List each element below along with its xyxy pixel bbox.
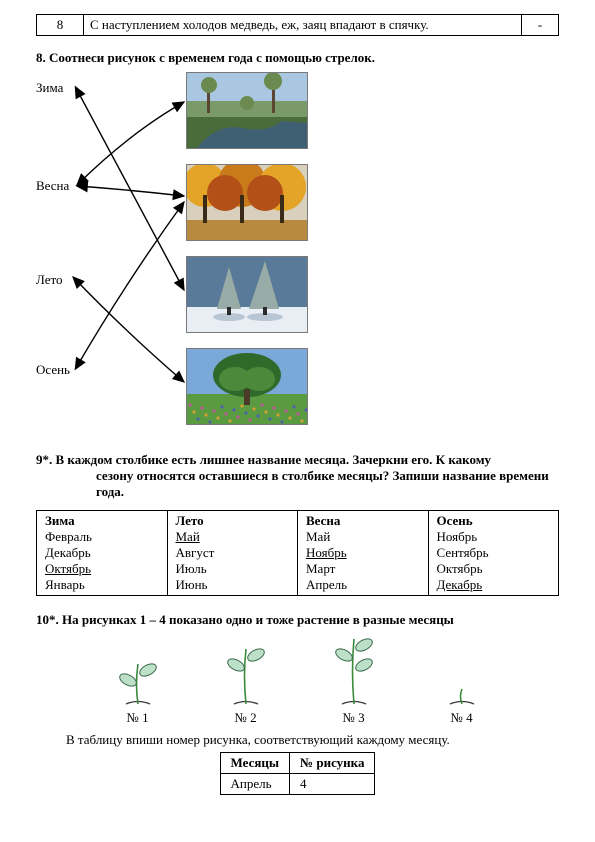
row-num: 8 <box>37 15 84 36</box>
label-spring: Весна <box>36 178 69 194</box>
plant-label: № 1 <box>93 708 183 726</box>
months-column: ОсеньНоябрьСентябрьОктябрьДекабрь <box>428 511 559 596</box>
plants-row: № 1 № 2 № 3 № 4 <box>83 636 513 726</box>
winter-scene-icon <box>187 257 307 332</box>
t10-h1: Месяцы <box>220 753 289 774</box>
summer-scene-icon <box>187 349 307 424</box>
autumn-scene-icon <box>187 165 307 240</box>
image-1-spring <box>186 72 308 149</box>
month-name: Август <box>176 545 290 561</box>
row-text: С наступлением холодов медведь, еж, заяц… <box>84 15 522 36</box>
t10-r1c1: Апрель <box>220 774 289 795</box>
season-header: Осень <box>437 513 551 529</box>
months-column: ВеснаМайНоябрьМартАпрель <box>298 511 429 596</box>
task9-title-line1: 9*. В каждом столбике есть лишнее назван… <box>36 452 559 468</box>
season-header: Лето <box>176 513 290 529</box>
t10-r1c2: 4 <box>290 774 375 795</box>
month-name: Апрель <box>306 577 420 593</box>
label-summer: Лето <box>36 272 63 288</box>
task10-answer-table: Месяцы № рисунка Апрель 4 <box>220 752 376 795</box>
task8-title: 8. Соотнеси рисунок с временем года с по… <box>36 50 559 66</box>
label-autumn: Осень <box>36 362 70 378</box>
t10-h2: № рисунка <box>290 753 375 774</box>
month-name: Июнь <box>176 577 290 593</box>
task8-matching-area: Зима Весна Лето Осень <box>36 72 559 442</box>
month-name: Октябрь <box>45 561 159 577</box>
plant-label: № 3 <box>309 708 399 726</box>
month-name: Май <box>176 529 290 545</box>
months-table: ЗимаФевральДекабрьОктябрьЯнварьЛетоМайАв… <box>36 510 559 596</box>
month-name: Ноябрь <box>437 529 551 545</box>
task10-title: 10*. На рисунках 1 – 4 показано одно и т… <box>36 612 559 628</box>
month-name: Декабрь <box>437 577 551 593</box>
months-column: ЗимаФевральДекабрьОктябрьЯнварь <box>37 511 168 596</box>
image-4-summer <box>186 348 308 425</box>
label-winter: Зима <box>36 80 63 96</box>
image-3-winter <box>186 256 308 333</box>
month-name: Март <box>306 561 420 577</box>
plant-label: № 4 <box>417 708 507 726</box>
statement-row-8: 8 С наступлением холодов медведь, еж, за… <box>36 14 559 36</box>
plants-diagram <box>83 636 513 712</box>
month-name: Июль <box>176 561 290 577</box>
row-mark: - <box>522 15 559 36</box>
image-2-autumn <box>186 164 308 241</box>
month-name: Декабрь <box>45 545 159 561</box>
task10-caption: В таблицу впиши номер рисунка, соответст… <box>36 732 559 748</box>
month-name: Май <box>306 529 420 545</box>
month-name: Январь <box>45 577 159 593</box>
season-header: Весна <box>306 513 420 529</box>
month-name: Сентябрь <box>437 545 551 561</box>
spring-scene-icon <box>187 73 307 148</box>
season-header: Зима <box>45 513 159 529</box>
plant-label: № 2 <box>201 708 291 726</box>
month-name: Ноябрь <box>306 545 420 561</box>
month-name: Октябрь <box>437 561 551 577</box>
months-column: ЛетоМайАвгустИюльИюнь <box>167 511 298 596</box>
month-name: Февраль <box>45 529 159 545</box>
task9-title-line2: сезону относятся оставшиеся в столбике м… <box>36 468 559 500</box>
